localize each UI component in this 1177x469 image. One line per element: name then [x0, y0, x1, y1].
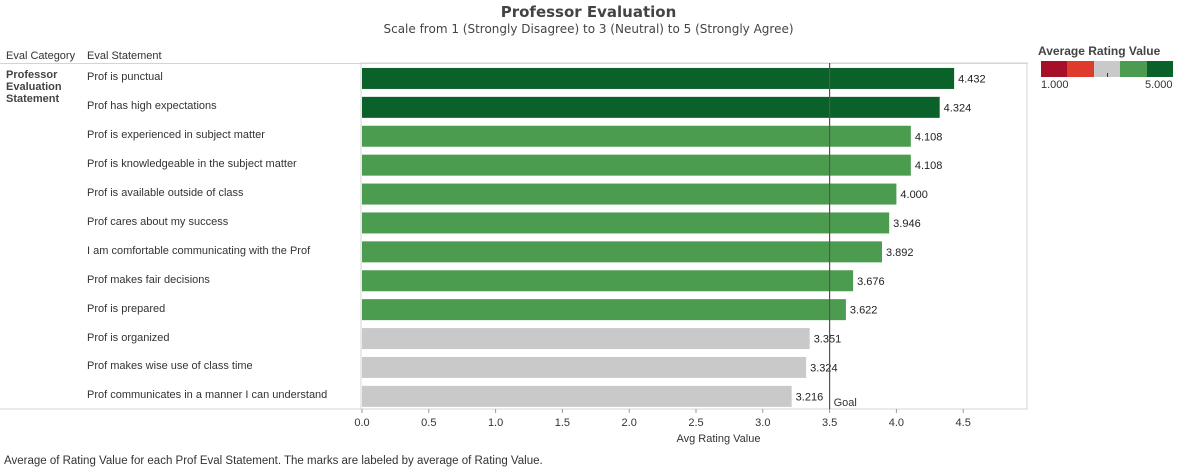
bar[interactable] — [362, 96, 940, 118]
x-tick-label: 2.5 — [688, 417, 703, 429]
legend-title: Average Rating Value — [1038, 44, 1161, 58]
x-tick-label: 4.0 — [889, 417, 904, 429]
eval-category-header[interactable]: Eval Category — [6, 50, 76, 62]
x-tick-label: 1.0 — [488, 417, 503, 429]
bar[interactable] — [362, 241, 882, 263]
bar-value-label: 4.108 — [915, 131, 943, 143]
color-legend[interactable] — [1041, 61, 1174, 77]
bar[interactable] — [362, 212, 890, 234]
x-tick-label: 3.5 — [822, 417, 837, 429]
chart-title: Professor Evaluation — [500, 3, 677, 21]
statement-label[interactable]: Prof is punctual — [87, 71, 163, 84]
bar[interactable] — [362, 385, 792, 407]
bar-value-label: 3.622 — [850, 305, 878, 317]
bar[interactable] — [362, 299, 846, 321]
bar[interactable] — [362, 356, 807, 378]
chart-caption: Average of Rating Value for each Prof Ev… — [4, 455, 543, 467]
plot-frame — [360, 62, 1028, 410]
bar-value-label: 4.108 — [915, 160, 943, 172]
bar-value-label: 3.324 — [810, 362, 838, 374]
bar-value-label: 3.351 — [814, 334, 842, 346]
chart-subtitle: Scale from 1 (Strongly Disagree) to 3 (N… — [383, 22, 794, 36]
eval-statement-header[interactable]: Eval Statement — [87, 50, 162, 62]
x-tick-label: 0.0 — [354, 417, 369, 429]
bar[interactable] — [362, 270, 854, 292]
bar[interactable] — [362, 154, 911, 176]
bar[interactable] — [362, 67, 955, 89]
x-tick-label: 0.5 — [421, 417, 436, 429]
bar[interactable] — [362, 125, 911, 147]
statement-label[interactable]: Prof has high expectations — [87, 100, 217, 113]
statement-label[interactable]: I am comfortable communicating with the … — [87, 244, 311, 257]
x-tick-label: 1.5 — [555, 417, 570, 429]
legend-max-label: 5.000 — [1145, 79, 1173, 91]
bar-value-label: 3.946 — [893, 218, 921, 230]
legend-swatch — [1067, 61, 1094, 77]
bar-value-label: 3.216 — [796, 391, 824, 403]
statement-label[interactable]: Prof cares about my success — [87, 215, 229, 228]
legend-swatch — [1041, 61, 1068, 77]
statement-label[interactable]: Prof makes wise use of class time — [87, 360, 253, 373]
x-tick-label: 2.0 — [622, 417, 637, 429]
bar-value-label: 3.676 — [857, 276, 885, 288]
bar-value-label: 4.324 — [944, 102, 972, 114]
statement-label[interactable]: Prof is organized — [87, 331, 170, 344]
legend-swatch — [1093, 61, 1121, 77]
goal-label: Goal — [834, 397, 857, 409]
bar[interactable] — [362, 183, 897, 205]
statement-label[interactable]: Prof is available outside of class — [87, 187, 244, 200]
bar[interactable] — [362, 328, 810, 350]
legend-swatch — [1146, 61, 1174, 77]
x-tick-label: 3.0 — [755, 417, 770, 429]
statement-label[interactable]: Prof is prepared — [87, 302, 166, 315]
legend-midpoint-tick — [1107, 73, 1108, 77]
bar-value-label: 3.892 — [886, 247, 914, 259]
bar-value-label: 4.000 — [900, 189, 928, 201]
x-tick-label: 4.5 — [956, 417, 971, 429]
x-axis-title: Avg Rating Value — [677, 433, 761, 445]
statement-label[interactable]: Prof makes fair decisions — [87, 273, 210, 286]
statement-label[interactable]: Prof is knowledgeable in the subject mat… — [87, 158, 297, 171]
legend-min-label: 1.000 — [1041, 79, 1069, 91]
legend-swatch — [1120, 61, 1147, 77]
statement-label[interactable]: Prof is experienced in subject matter — [87, 129, 265, 142]
category-label: Professor Evaluation Statement — [6, 69, 62, 105]
bar-value-label: 4.432 — [958, 73, 986, 85]
statement-label[interactable]: Prof communicates in a manner I can unde… — [87, 389, 328, 402]
